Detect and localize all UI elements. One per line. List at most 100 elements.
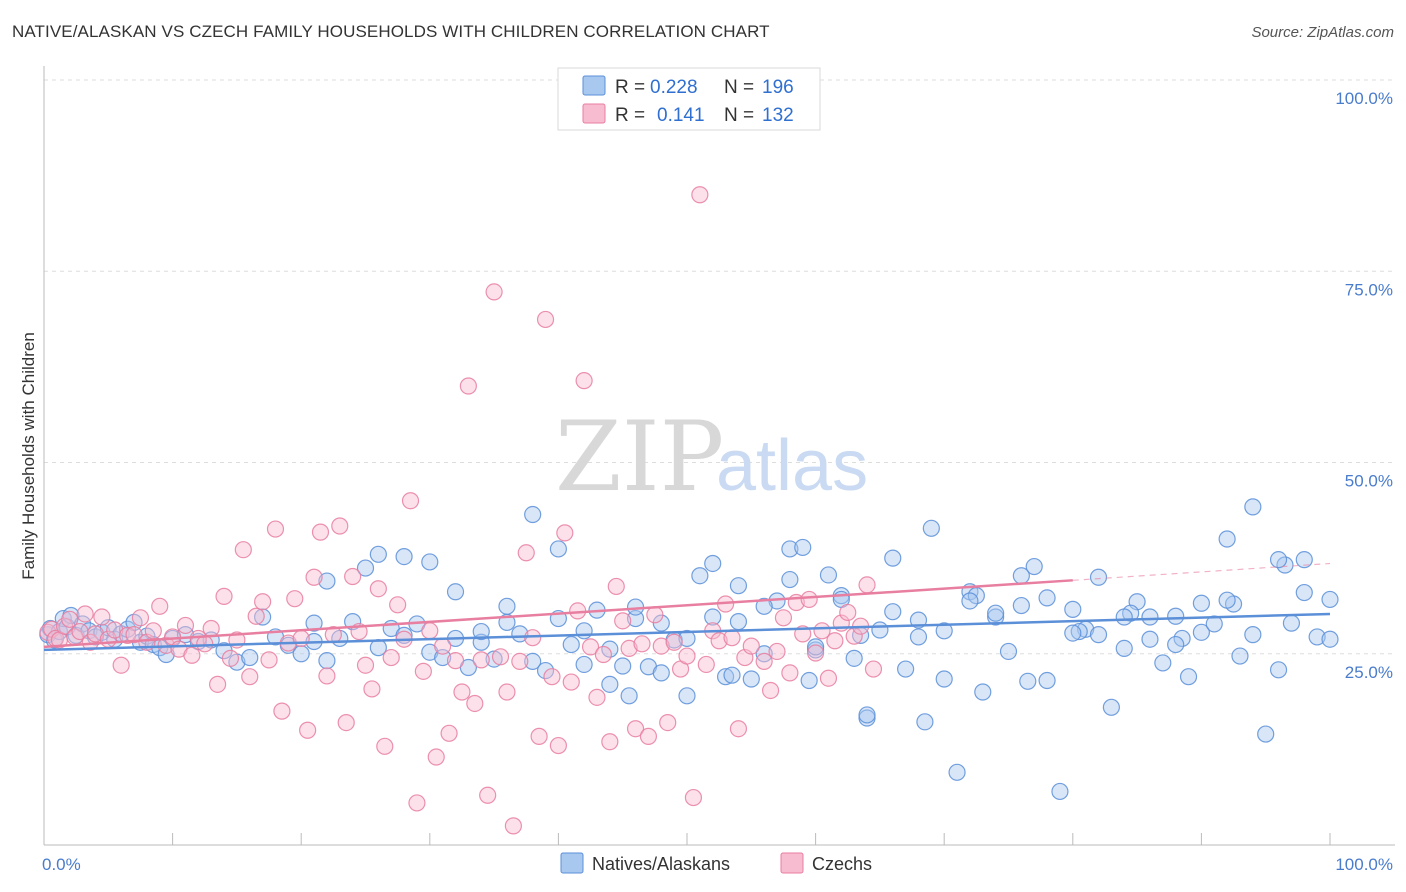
data-point [106,621,124,639]
data-point [845,649,863,667]
data-point [588,688,606,706]
x-tick-labels: 0.0% 100.0% [42,855,1393,874]
data-point [858,576,876,594]
data-point [318,572,336,590]
data-point [511,652,529,671]
data-point [581,638,600,656]
data-point [292,645,310,663]
legend-r-value-1: 0.141 [657,105,705,126]
data-point [620,687,638,705]
data-point [485,283,503,301]
data-point [401,492,420,510]
data-point [678,629,696,648]
data-point [459,377,477,395]
data-point [305,614,323,632]
data-point [601,733,619,751]
data-point [125,626,143,644]
data-point [196,635,214,653]
data-point [575,622,593,640]
data-point [704,608,722,626]
data-point [1321,590,1339,609]
data-point [562,635,580,654]
data-point [806,638,825,656]
data-point [1115,608,1133,626]
data-point [935,622,953,640]
data-point [1282,614,1301,632]
data-point [755,652,773,671]
data-point [221,649,240,667]
data-point [356,559,375,577]
data-point [93,608,111,626]
data-point [286,590,304,608]
data-point [794,538,812,557]
data-point [472,651,490,669]
data-point [1102,698,1120,716]
data-point [1308,628,1326,646]
data-point [260,651,278,669]
data-point [858,706,876,724]
data-point [266,520,285,538]
watermark-atlas: atlas [716,426,868,506]
x-tick-label: 0.0% [42,855,81,874]
data-point [646,606,664,624]
data-point [614,657,632,675]
data-point [684,788,703,807]
data-point [382,648,400,667]
data-point [704,554,722,573]
data-point [318,667,336,685]
data-point [118,626,137,644]
data-point [1089,568,1108,586]
data-point [144,622,162,640]
data-point [800,590,818,609]
data-point [761,681,780,700]
y-tick-label: 25.0% [1345,663,1393,682]
data-point [215,587,233,605]
data-point [1038,671,1056,690]
data-point [131,609,150,627]
legend-n-label-1: N = [724,105,754,126]
data-point [729,613,748,631]
data-point [871,621,889,639]
data-point [536,310,555,329]
data-point [112,656,130,674]
data-point [472,622,490,641]
data-point [202,619,220,638]
data-point [1244,498,1262,516]
data-point [556,524,574,542]
data-point [1012,596,1030,615]
data-point [504,817,522,835]
data-point [961,592,979,610]
watermark: ZIP atlas [555,401,868,513]
data-point [620,639,638,657]
y-axis-title: Family Households with Children [19,332,38,580]
data-point [710,632,728,650]
data-point [498,597,516,615]
data-point [1231,647,1249,665]
data-point [524,505,542,524]
data-point [427,748,445,766]
data-point [369,580,387,598]
data-point [987,608,1005,626]
data-point [665,633,683,651]
data-point [774,609,793,627]
legend-swatch-czechs [582,103,606,124]
data-point [498,683,516,701]
data-point [678,687,696,705]
data-point [1089,626,1108,644]
data-point [652,664,670,682]
data-point [530,727,548,745]
data-point [1321,630,1339,648]
data-point [575,372,593,390]
data-point [594,645,613,664]
y-tick-label: 100.0% [1335,89,1393,108]
data-point [781,540,799,558]
data-point [1167,635,1185,654]
x-tick-label: 100.0% [1335,855,1393,874]
data-point [446,652,465,670]
data-point [987,604,1005,622]
data-point [466,694,484,713]
data-point [241,668,259,686]
data-point [421,622,439,640]
data-point [607,577,625,596]
data-point [948,763,966,781]
